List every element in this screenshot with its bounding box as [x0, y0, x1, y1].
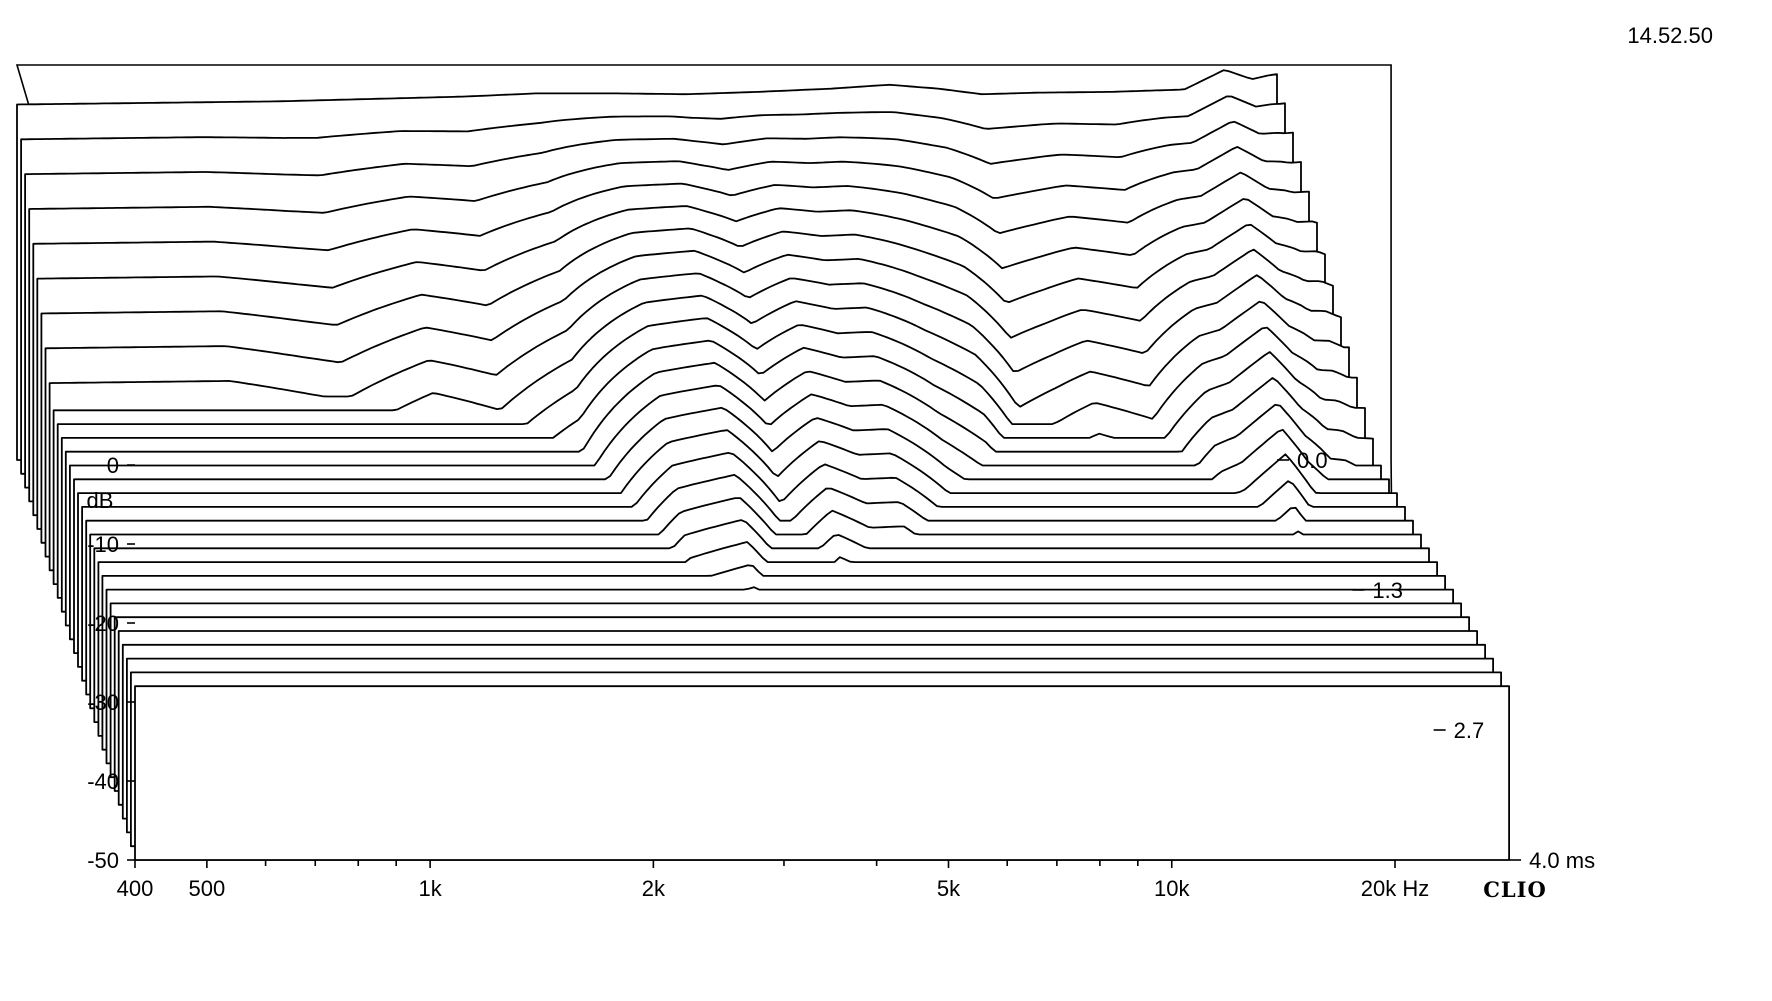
y-tick-label: -20 — [87, 611, 119, 636]
x-tick-label: 400 — [117, 876, 154, 901]
z-tick-label: 0.0 — [1297, 448, 1328, 473]
x-tick-label: 1k — [418, 876, 442, 901]
x-tick-label: 500 — [189, 876, 226, 901]
y-tick-label: -40 — [87, 769, 119, 794]
axis-labels: 0 -10 -20 -30 -40 -50 400 500 1k 2k 5k 10k 20k Hz 0.0… — [87, 448, 1595, 901]
y-tick-label: -10 — [87, 532, 119, 557]
y-axis-label: dB — [87, 488, 114, 513]
clio-brand-label: CLIO — [1483, 877, 1547, 902]
decay-slice-29 — [134, 685, 1510, 861]
z-tick-label: 2.7 — [1454, 718, 1485, 743]
x-tick-label: 5k — [937, 876, 961, 901]
timestamp-label: 14.52.50 — [1627, 23, 1713, 48]
x-tick-label: 20k Hz — [1361, 876, 1429, 901]
z-tick-label: 1.3 — [1372, 578, 1403, 603]
decay-slices — [16, 69, 1510, 861]
y-tick-label: -30 — [87, 690, 119, 715]
axes-ticks — [127, 459, 1522, 868]
x-tick-label: 10k — [1154, 876, 1190, 901]
y-tick-label: -50 — [87, 848, 119, 873]
x-tick-label: 2k — [642, 876, 666, 901]
z-tick-label: 4.0 ms — [1529, 848, 1595, 873]
y-tick-label: 0 — [107, 453, 119, 478]
